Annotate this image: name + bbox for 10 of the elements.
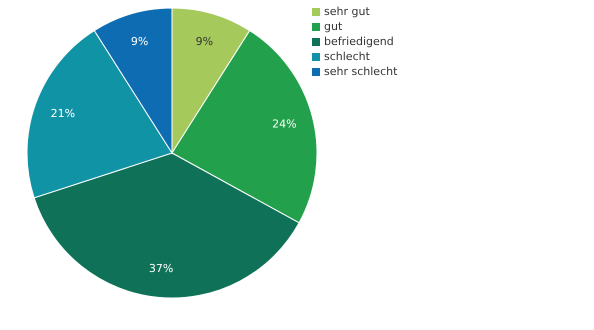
data-label: 21% <box>50 107 76 120</box>
data-label: 9% <box>130 35 148 48</box>
legend-label: befriedigend <box>324 35 394 48</box>
legend-label: gut <box>324 20 342 33</box>
legend-label: schlecht <box>324 50 370 63</box>
legend-label: sehr schlecht <box>324 65 398 78</box>
data-label: 24% <box>272 118 297 131</box>
data-label: 9% <box>196 35 214 48</box>
data-label: 37% <box>148 262 174 275</box>
legend-label: sehr gut <box>324 5 370 18</box>
